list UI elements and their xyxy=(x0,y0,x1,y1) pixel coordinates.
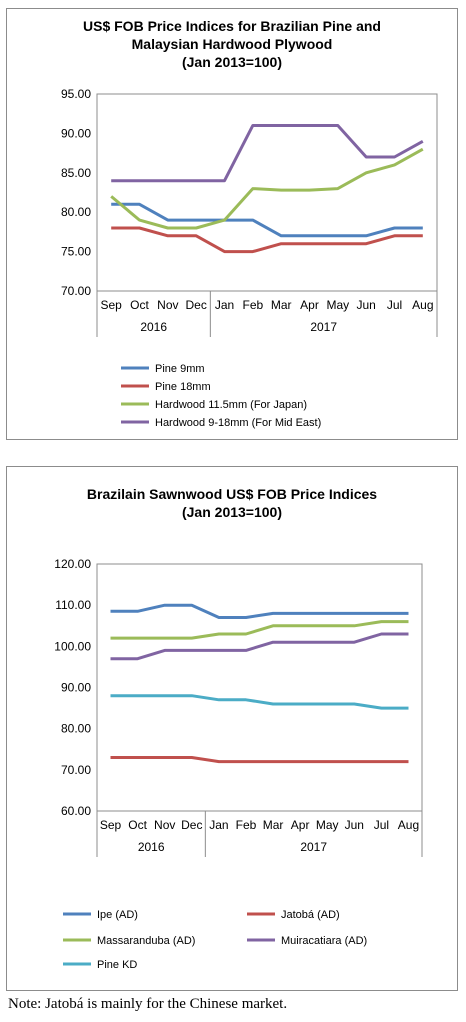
series-line xyxy=(111,124,424,183)
series-line xyxy=(111,202,423,238)
x-tick-label: Apr xyxy=(300,298,319,312)
year-label: 2017 xyxy=(310,320,337,334)
y-tick-label: 80.00 xyxy=(61,722,91,736)
x-tick-label: Feb xyxy=(236,818,257,832)
sawnwood-price-chart: 60.00 70.00 80.00 90.00 100.00 110.00 120.00 Se… xyxy=(54,557,423,971)
x-tick-label: Jun xyxy=(345,818,364,832)
series-line xyxy=(110,620,409,640)
series-line xyxy=(110,147,424,230)
y-tick-label: 75.00 xyxy=(61,245,91,259)
legend-label: Hardwood 9-18mm (For Mid East) xyxy=(155,417,321,429)
chart-title-line: Brazilain Sawnwood US$ FOB Price Indices xyxy=(86,486,378,502)
y-tick-label: 80.00 xyxy=(61,205,91,219)
plot-area xyxy=(96,93,438,292)
x-tick-label: May xyxy=(326,298,349,312)
x-tick-label: Mar xyxy=(263,818,284,832)
chart-title-line: (Jan 2013=100) xyxy=(181,54,283,70)
series-line xyxy=(110,694,409,710)
plywood-chart-panel: US$ FOB Price Indices for Brazilian Pine… xyxy=(6,8,458,440)
x-tick-label: Dec xyxy=(181,818,202,832)
year-label: 2017 xyxy=(300,840,327,854)
y-tick-label: 120.00 xyxy=(54,557,91,571)
x-tick-label: Dec xyxy=(185,298,206,312)
x-tick-label: Aug xyxy=(412,298,433,312)
legend-label: Muiracatiara (AD) xyxy=(281,935,367,947)
chart-title-line: US$ FOB Price Indices for Brazilian Pine… xyxy=(83,18,381,34)
legend-label: Ipe (AD) xyxy=(97,909,138,921)
legend-label: Pine KD xyxy=(97,959,137,971)
year-label: 2016 xyxy=(138,840,165,854)
y-tick-label: 90.00 xyxy=(61,681,91,695)
x-tick-label: Sep xyxy=(100,298,122,312)
x-tick-label: Oct xyxy=(128,818,147,832)
legend-label: Massaranduba (AD) xyxy=(97,935,195,947)
footnote: Note: Jatobá is mainly for the Chinese m… xyxy=(8,996,288,1012)
legend-label: Pine 18mm xyxy=(155,381,211,393)
y-tick-label: 100.00 xyxy=(54,639,91,653)
x-tick-label: Feb xyxy=(242,298,263,312)
series-line xyxy=(110,756,409,764)
x-tick-label: Oct xyxy=(130,298,149,312)
year-label: 2016 xyxy=(140,320,167,334)
y-tick-label: 70.00 xyxy=(61,284,91,298)
series-line xyxy=(110,603,409,619)
y-tick-label: 60.00 xyxy=(61,804,91,818)
sawnwood-chart-panel: Brazilain Sawnwood US$ FOB Price Indices… xyxy=(6,466,458,991)
y-tick-label: 85.00 xyxy=(61,166,91,180)
x-tick-label: Apr xyxy=(291,818,310,832)
x-tick-label: Jan xyxy=(209,818,228,832)
x-tick-label: Nov xyxy=(157,298,178,312)
x-tick-label: May xyxy=(316,818,339,832)
y-tick-label: 90.00 xyxy=(61,126,91,140)
plywood-price-chart: 70.00 75.00 80.00 85.00 90.00 95.00 Sep Oct Nov D… xyxy=(61,87,438,429)
legend-label: Hardwood 11.5mm (For Japan) xyxy=(155,399,307,411)
plot-area xyxy=(96,563,423,812)
y-tick-label: 95.00 xyxy=(61,87,91,101)
chart-title-line: (Jan 2013=100) xyxy=(181,504,283,520)
x-tick-label: Jan xyxy=(215,298,234,312)
chart-title: US$ FOB Price Indices for Brazilian Pine… xyxy=(7,17,457,71)
x-tick-label: Jun xyxy=(356,298,375,312)
legend-label: Jatobá (AD) xyxy=(281,909,340,921)
y-tick-label: 70.00 xyxy=(61,763,91,777)
series-line xyxy=(110,632,409,661)
x-tick-label: Sep xyxy=(100,818,122,832)
x-tick-label: Nov xyxy=(154,818,175,832)
chart-title-line: Malaysian Hardwood Plywood xyxy=(131,36,333,52)
x-tick-label: Mar xyxy=(271,298,292,312)
x-tick-label: Aug xyxy=(398,818,419,832)
legend-label: Pine 9mm xyxy=(155,363,205,375)
series-line xyxy=(111,226,423,254)
y-tick-label: 110.00 xyxy=(55,598,91,612)
chart-title: Brazilain Sawnwood US$ FOB Price Indices… xyxy=(7,485,457,521)
x-tick-label: Jul xyxy=(374,818,389,832)
x-tick-label: Jul xyxy=(387,298,402,312)
